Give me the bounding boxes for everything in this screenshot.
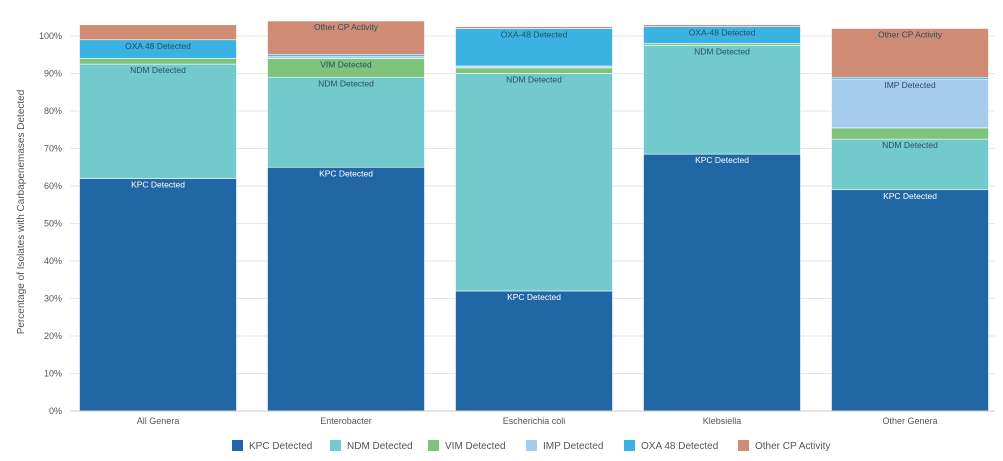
data-label: KPC Detected — [319, 168, 373, 178]
bar-segment-oxa-48-detected — [455, 28, 613, 67]
y-axis-ticks: 0% 10% 20% 30% 40% 50% 60% 70% 80% 90% 100% — [39, 31, 62, 416]
legend-item-kpc-detected: KPC Detected — [232, 440, 312, 452]
bar-segment-other-cp-activity — [267, 20, 425, 56]
legend: KPC Detected NDM Detected VIM Detected IMP … — [232, 440, 830, 452]
y-tick-label: 20% — [44, 331, 62, 341]
y-tick-label: 50% — [44, 219, 62, 229]
x-category-label: Klebsiella — [703, 416, 742, 426]
bar-segment-other-cp-activity — [455, 26, 613, 29]
data-label: KPC Detected — [695, 155, 749, 165]
legend-swatch — [738, 440, 749, 451]
bar-segment-other-cp-activity — [643, 24, 801, 27]
legend-item-other-cp-activity: Other CP Activity — [738, 440, 830, 452]
legend-label: KPC Detected — [249, 441, 312, 452]
data-label: OXA 48 Detected — [125, 41, 191, 51]
y-tick-label: 80% — [44, 106, 62, 116]
bar-segment-vim-detected — [831, 127, 989, 140]
legend-label: Other CP Activity — [755, 441, 830, 452]
legend-item-ndm-detected: NDM Detected — [330, 440, 413, 452]
y-tick-label: 10% — [44, 369, 62, 379]
data-label: NDM Detected — [318, 78, 374, 88]
bar-segment-ndm-detected — [831, 138, 989, 191]
bar-segment-vim-detected — [455, 67, 613, 74]
data-label: VIM Detected — [320, 60, 372, 70]
data-label: KPC Detected — [883, 191, 937, 201]
legend-item-oxa-48-detected: OXA 48 Detected — [624, 440, 718, 452]
data-label: Other CP Activity — [878, 30, 943, 40]
x-category-label: All Genera — [137, 416, 180, 426]
data-label: Other CP Activity — [314, 22, 379, 32]
y-tick-label: 90% — [44, 69, 62, 79]
y-tick-label: 70% — [44, 144, 62, 154]
bar-group-escherichia-coli: KPC Detected NDM Detected OXA-48 Detected — [455, 26, 613, 412]
data-label: OXA-48 Detected — [501, 30, 568, 40]
bar-segment-other-cp-activity — [79, 24, 237, 41]
y-tick-label: 30% — [44, 294, 62, 304]
data-label: KPC Detected — [131, 180, 185, 190]
bar-segment-kpc-detected — [267, 166, 425, 412]
data-label: NDM Detected — [882, 140, 938, 150]
legend-label: OXA 48 Detected — [641, 441, 718, 452]
bar-segment-kpc-detected — [831, 189, 989, 412]
bar-segment-imp-detected — [831, 78, 989, 129]
bar-segment-vim-detected — [79, 58, 237, 65]
y-axis-label: Percentage of Isolates with Carbapenemas… — [16, 90, 27, 335]
bar-segment-ndm-detected — [455, 73, 613, 292]
y-tick-label: 0% — [49, 406, 62, 416]
legend-label: NDM Detected — [347, 441, 413, 452]
legend-item-vim-detected: VIM Detected — [428, 440, 506, 452]
legend-label: IMP Detected — [543, 441, 603, 452]
bar-segment-ndm-detected — [643, 45, 801, 155]
legend-swatch — [428, 440, 439, 451]
y-tick-label: 100% — [39, 31, 62, 41]
data-label: IMP Detected — [884, 80, 936, 90]
y-tick-label: 40% — [44, 256, 62, 266]
bar-segment-kpc-detected — [79, 178, 237, 412]
x-category-label: Other Genera — [882, 416, 937, 426]
bar-group-klebsiella: KPC Detected NDM Detected OXA-48 Detected — [643, 24, 801, 412]
data-label: NDM Detected — [694, 46, 750, 56]
data-label: KPC Detected — [507, 292, 561, 302]
bar-segment-ndm-detected — [79, 63, 237, 179]
data-label: NDM Detected — [506, 75, 562, 85]
x-category-label: Enterobacter — [320, 416, 372, 426]
legend-swatch — [526, 440, 537, 451]
data-label: NDM Detected — [130, 65, 186, 75]
bar-segment-kpc-detected — [455, 290, 613, 412]
y-tick-label: 60% — [44, 181, 62, 191]
bar-segment-kpc-detected — [643, 153, 801, 412]
data-label: OXA-48 Detected — [689, 28, 756, 38]
bar-group-enterobacter: KPC Detected NDM Detected VIM Detected Othe… — [267, 20, 425, 412]
legend-swatch — [624, 440, 635, 451]
legend-label: VIM Detected — [445, 441, 506, 452]
legend-swatch — [232, 440, 243, 451]
bar-group-all-genera: KPC Detected NDM Detected OXA 48 Detected — [79, 24, 237, 412]
bar-segment-other-cp-activity — [831, 28, 989, 78]
x-axis-categories: All Genera Enterobacter Escherichia coli Kl… — [70, 410, 995, 426]
legend-item-imp-detected: IMP Detected — [526, 440, 603, 452]
x-category-label: Escherichia coli — [503, 416, 566, 426]
bar-group-other-genera: KPC Detected NDM Detected IMP Detected Othe… — [831, 28, 989, 412]
bar-segment-ndm-detected — [267, 76, 425, 168]
legend-swatch — [330, 440, 341, 451]
